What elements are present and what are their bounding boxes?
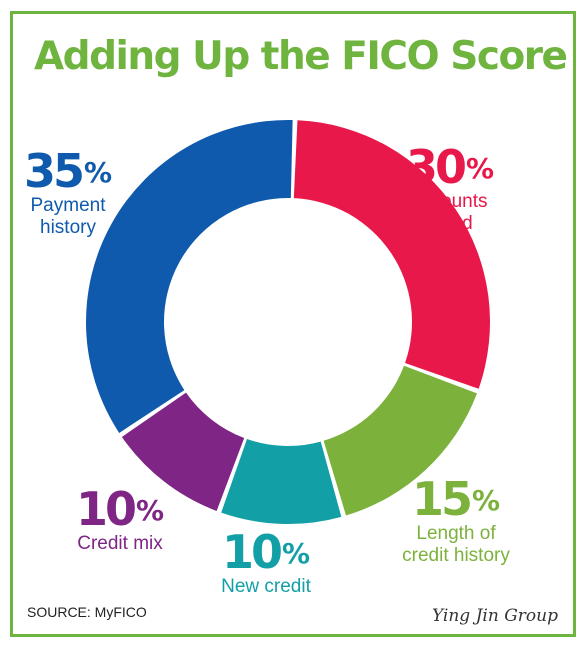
label-amounts-owed: 30% Amounts owed	[380, 143, 520, 235]
category-credit-mix: Credit mix	[77, 533, 163, 554]
slice-amounts-owed	[293, 120, 490, 389]
label-payment-history: 35% Payment history	[0, 147, 138, 239]
slice-new-credit	[221, 439, 342, 524]
value-new-credit: 10	[221, 525, 283, 579]
label-credit-mix: 10% Credit mix	[50, 485, 190, 555]
category-length-line2: credit history	[402, 545, 510, 566]
category-amounts-owed: Amounts	[412, 191, 488, 212]
category-amounts-owed-line2: owed	[427, 213, 473, 234]
slice-length-of-credit-history	[323, 365, 477, 516]
value-amounts-owed: 30	[405, 140, 467, 194]
category-payment-history-line2: history	[40, 217, 96, 238]
label-new-credit: 10% New credit	[196, 528, 336, 598]
watermark: Ying Jin Group	[432, 606, 558, 626]
chart-title: Adding Up the FICO Score	[34, 34, 568, 79]
category-new-credit: New credit	[221, 576, 311, 597]
value-payment-history: 35	[23, 144, 85, 198]
slice-credit-mix	[121, 392, 245, 511]
slice-payment-history	[86, 120, 293, 433]
source-note: SOURCE: MyFICO	[27, 604, 147, 620]
value-credit-mix: 10	[75, 482, 137, 536]
value-length-of-credit-history: 15	[411, 472, 473, 526]
category-payment-history: Payment	[30, 195, 106, 216]
label-length-of-credit-history: 15% Length of credit history	[376, 475, 536, 567]
category-length-line1: Length of	[416, 523, 496, 544]
